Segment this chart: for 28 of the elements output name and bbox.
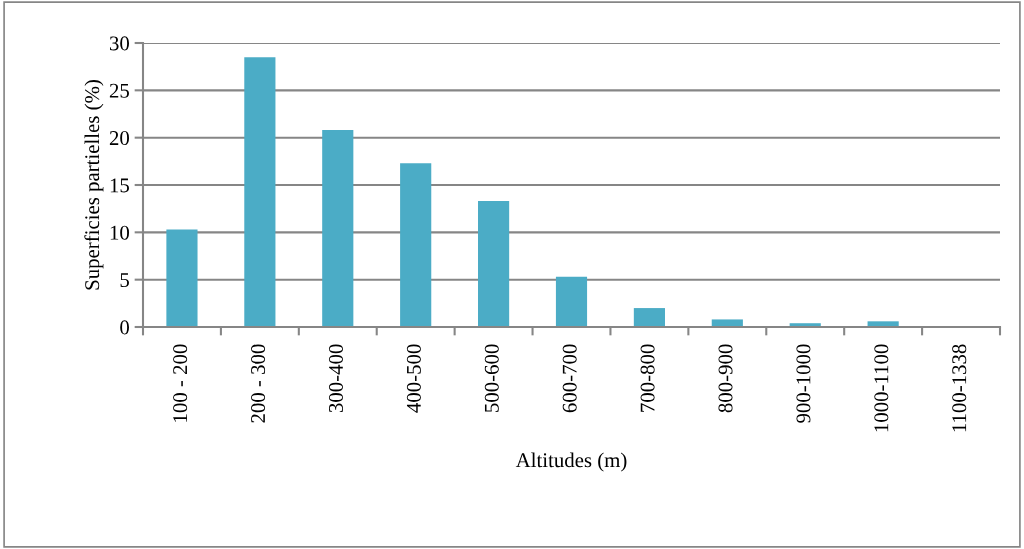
x-tick-label: 100 - 200 (173, 344, 188, 422)
x-tick-label: 700-800 (640, 344, 655, 412)
y-tick-label: 30 (109, 36, 130, 51)
y-tick-label: 0 (120, 320, 130, 335)
x-tick-label: 800-900 (718, 344, 733, 413)
y-tick-label: 25 (109, 83, 129, 98)
x-tick-label: 400-500 (406, 344, 421, 413)
x-tick-label: 1000-1100 (874, 344, 889, 432)
bar (633, 308, 665, 327)
x-tick-label: 200 - 300 (251, 344, 266, 423)
x-tick-label: 600-700 (562, 344, 577, 413)
y-tick-label: 15 (110, 178, 129, 193)
y-tick-label: 5 (120, 273, 129, 288)
x-tick-label: 900-1000 (796, 344, 811, 423)
bar (322, 130, 354, 327)
x-tick-label: 500-600 (484, 344, 499, 412)
x-tick-label: 1100-1338 (952, 344, 967, 432)
bar (478, 201, 510, 327)
bar (400, 163, 432, 327)
x-tick-label: 300-400 (328, 344, 343, 413)
bar (711, 319, 743, 327)
y-tick-label: 10 (110, 225, 130, 240)
bar (555, 276, 588, 327)
bar (244, 57, 276, 327)
y-tick-label: 20 (109, 131, 130, 146)
y-axis-title: Superficies partielles (%) (84, 80, 104, 290)
x-axis-title: Altitudes (m) (515, 452, 627, 472)
bar (166, 229, 198, 327)
